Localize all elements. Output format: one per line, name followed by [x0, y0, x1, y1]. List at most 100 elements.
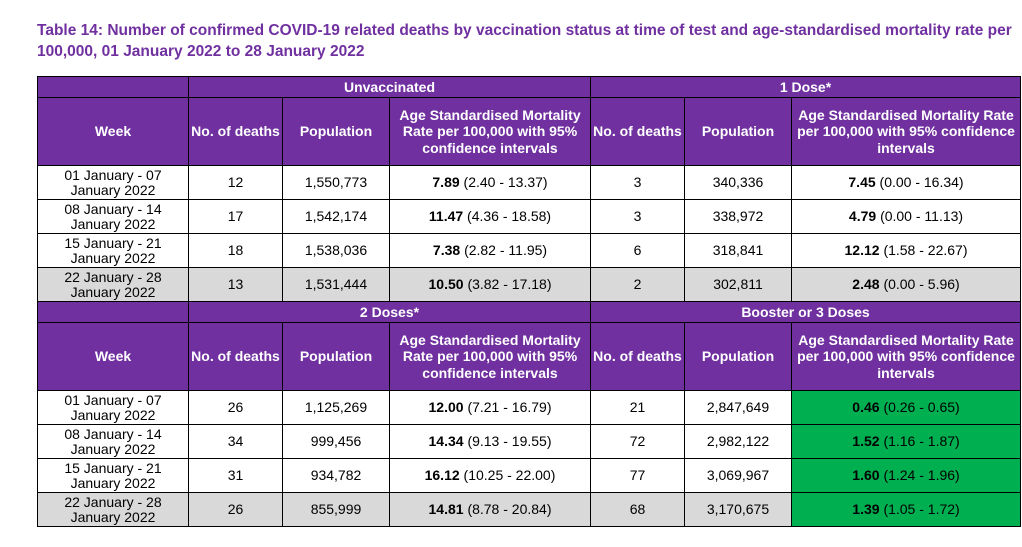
- column-header-asmr: Age Standardised Mortality Rate per 100,…: [791, 97, 1021, 166]
- rate-ci: (0.00 - 11.13): [880, 208, 964, 224]
- deaths-cell: 31: [188, 458, 283, 493]
- table-title: Table 14: Number of confirmed COVID-19 r…: [37, 22, 1012, 60]
- rate-ci: (1.16 - 1.87): [883, 433, 960, 449]
- rate-ci: (8.78 - 20.84): [467, 501, 552, 517]
- deaths-cell: 17: [188, 199, 283, 234]
- rate-ci: (0.00 - 16.34): [879, 174, 964, 190]
- rate-cell: 11.47 (4.36 - 18.58): [389, 199, 591, 234]
- group-spacer: [37, 301, 189, 323]
- population-cell: 855,999: [282, 492, 390, 527]
- week-cell: 01 January - 07 January 2022: [37, 390, 189, 425]
- population-cell: 340,336: [684, 165, 792, 200]
- deaths-cell: 77: [590, 458, 685, 493]
- deaths-cell: 18: [188, 233, 283, 268]
- column-header-deaths: No. of deaths: [590, 322, 685, 391]
- week-cell: 01 January - 07 January 2022: [37, 165, 189, 200]
- column-header-population: Population: [282, 97, 390, 166]
- table-row: 01 January - 07 January 2022 26 1,125,269 1…: [37, 390, 1021, 425]
- rate-value: 4.79: [848, 208, 877, 224]
- population-cell: 1,542,174: [282, 199, 390, 234]
- rate-ci: (4.36 - 18.58): [467, 208, 552, 224]
- rate-cell: 10.50 (3.82 - 17.18): [389, 267, 591, 302]
- week-cell: 22 January - 28 January 2022: [37, 267, 189, 302]
- rate-cell: 4.79 (0.00 - 11.13): [791, 199, 1021, 234]
- column-header-asmr: Age Standardised Mortality Rate per 100,…: [389, 322, 591, 391]
- column-header-population: Population: [282, 322, 390, 391]
- rate-ci: (3.82 - 17.18): [467, 276, 552, 292]
- rate-value: 7.45: [848, 174, 876, 190]
- group-header-left: Unvaccinated: [188, 76, 591, 98]
- rate-ci: (9.13 - 19.55): [467, 433, 552, 449]
- rate-cell: 7.89 (2.40 - 13.37): [389, 165, 591, 200]
- population-cell: 934,782: [282, 458, 390, 493]
- week-cell: 15 January - 21 January 2022: [37, 233, 189, 268]
- table-row: 15 January - 21 January 2022 31 934,782 16.…: [37, 458, 1021, 493]
- rate-value: 2.48: [852, 276, 880, 292]
- rate-value: 1.60: [852, 467, 880, 483]
- population-cell: 2,982,122: [684, 424, 792, 459]
- deaths-cell: 13: [188, 267, 283, 302]
- population-cell: 999,456: [282, 424, 390, 459]
- rate-value: 1.52: [852, 433, 880, 449]
- population-cell: 3,170,675: [684, 492, 792, 527]
- population-cell: 1,550,773: [282, 165, 390, 200]
- week-cell: 08 January - 14 January 2022: [37, 424, 189, 459]
- population-cell: 2,847,649: [684, 390, 792, 425]
- mortality-table: Unvaccinated 1 Dose* Week No. of deaths Popu…: [37, 76, 1021, 527]
- group-spacer: [37, 76, 189, 98]
- population-cell: 318,841: [684, 233, 792, 268]
- rate-value: 7.38: [432, 242, 461, 258]
- table-row: 22 January - 28 January 2022 13 1,531,444 1…: [37, 267, 1021, 302]
- column-header-asmr: Age Standardised Mortality Rate per 100,…: [389, 97, 591, 166]
- week-cell: 22 January - 28 January 2022: [37, 492, 189, 527]
- week-cell: 08 January - 14 January 2022: [37, 199, 189, 234]
- group-header-row: Unvaccinated 1 Dose*: [37, 76, 1021, 98]
- column-header-population: Population: [684, 97, 792, 166]
- rate-ci: (10.25 - 22.00): [463, 467, 556, 483]
- rate-value: 14.34: [428, 433, 464, 449]
- rate-cell: 2.48 (0.00 - 5.96): [791, 267, 1021, 302]
- population-cell: 1,531,444: [282, 267, 390, 302]
- rate-cell: 7.45 (0.00 - 16.34): [791, 165, 1021, 200]
- week-cell: 15 January - 21 January 2022: [37, 458, 189, 493]
- rate-cell: 1.60 (1.24 - 1.96): [791, 458, 1021, 493]
- deaths-cell: 2: [590, 267, 685, 302]
- column-header-deaths: No. of deaths: [188, 97, 283, 166]
- rate-value: 14.81: [428, 501, 464, 517]
- column-header-week: Week: [37, 97, 189, 166]
- rate-cell: 16.12 (10.25 - 22.00): [389, 458, 591, 493]
- rate-value: 16.12: [424, 467, 460, 483]
- deaths-cell: 26: [188, 390, 283, 425]
- group-header-right: Booster or 3 Doses: [590, 301, 1021, 323]
- deaths-cell: 68: [590, 492, 685, 527]
- column-header-row: Week No. of deaths Population Age Standardi…: [37, 97, 1021, 166]
- table-row: 15 January - 21 January 2022 18 1,538,036 7…: [37, 233, 1021, 268]
- deaths-cell: 72: [590, 424, 685, 459]
- rate-cell: 14.34 (9.13 - 19.55): [389, 424, 591, 459]
- rate-cell: 0.46 (0.26 - 0.65): [791, 390, 1021, 425]
- rate-value: 7.89: [432, 174, 460, 190]
- rate-cell: 7.38 (2.82 - 11.95): [389, 233, 591, 268]
- table-row: 01 January - 07 January 2022 12 1,550,773 7…: [37, 165, 1021, 200]
- rate-cell: 12.12 (1.58 - 22.67): [791, 233, 1021, 268]
- deaths-cell: 12: [188, 165, 283, 200]
- population-cell: 3,069,967: [684, 458, 792, 493]
- deaths-cell: 21: [590, 390, 685, 425]
- population-cell: 302,811: [684, 267, 792, 302]
- column-header-asmr: Age Standardised Mortality Rate per 100,…: [791, 322, 1021, 391]
- rate-ci: (7.21 - 16.79): [467, 399, 552, 415]
- rate-ci: (0.00 - 5.96): [883, 276, 960, 292]
- rate-value: 12.00: [428, 399, 464, 415]
- rate-value: 0.46: [852, 399, 880, 415]
- rate-value: 12.12: [844, 242, 880, 258]
- population-cell: 1,538,036: [282, 233, 390, 268]
- population-cell: 1,125,269: [282, 390, 390, 425]
- deaths-cell: 6: [590, 233, 685, 268]
- rate-value: 11.47: [428, 208, 464, 224]
- rate-ci: (2.82 - 11.95): [464, 242, 548, 258]
- rate-cell: 1.39 (1.05 - 1.72): [791, 492, 1021, 527]
- rate-cell: 12.00 (7.21 - 16.79): [389, 390, 591, 425]
- table-row: 08 January - 14 January 2022 17 1,542,174 1…: [37, 199, 1021, 234]
- rate-ci: (0.26 - 0.65): [883, 399, 960, 415]
- rate-ci: (2.40 - 13.37): [463, 174, 548, 190]
